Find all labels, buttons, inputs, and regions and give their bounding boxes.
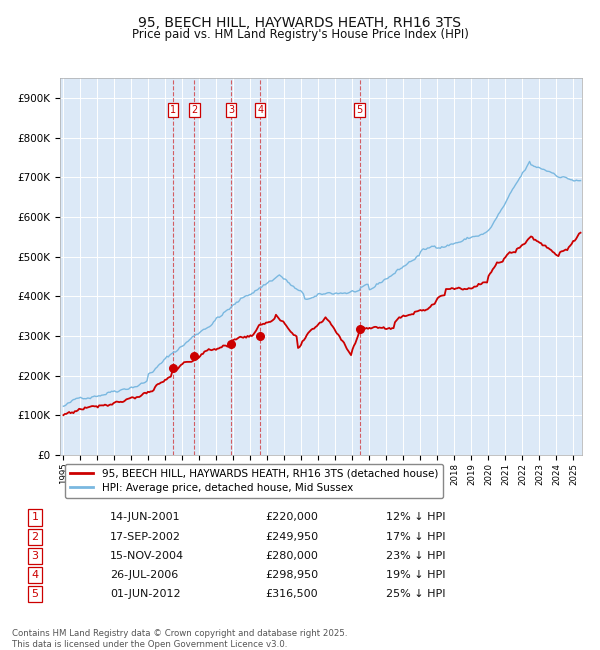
Text: 3: 3	[228, 105, 234, 115]
Text: 26-JUL-2006: 26-JUL-2006	[110, 570, 178, 580]
Text: 1: 1	[32, 512, 38, 523]
Text: 4: 4	[257, 105, 263, 115]
Text: 01-JUN-2012: 01-JUN-2012	[110, 590, 181, 599]
Text: 5: 5	[32, 590, 38, 599]
Text: 4: 4	[31, 570, 38, 580]
Text: 2: 2	[191, 105, 197, 115]
Text: 12% ↓ HPI: 12% ↓ HPI	[386, 512, 446, 523]
Text: 95, BEECH HILL, HAYWARDS HEATH, RH16 3TS: 95, BEECH HILL, HAYWARDS HEATH, RH16 3TS	[139, 16, 461, 31]
Text: 23% ↓ HPI: 23% ↓ HPI	[386, 551, 446, 561]
Text: 3: 3	[32, 551, 38, 561]
Text: 19% ↓ HPI: 19% ↓ HPI	[386, 570, 446, 580]
Text: 15-NOV-2004: 15-NOV-2004	[110, 551, 184, 561]
Text: £316,500: £316,500	[265, 590, 318, 599]
Text: 17-SEP-2002: 17-SEP-2002	[110, 532, 181, 541]
Text: Price paid vs. HM Land Registry's House Price Index (HPI): Price paid vs. HM Land Registry's House …	[131, 28, 469, 41]
Legend: 95, BEECH HILL, HAYWARDS HEATH, RH16 3TS (detached house), HPI: Average price, d: 95, BEECH HILL, HAYWARDS HEATH, RH16 3TS…	[65, 463, 443, 499]
Text: 14-JUN-2001: 14-JUN-2001	[110, 512, 181, 523]
Text: £298,950: £298,950	[265, 570, 319, 580]
Text: 5: 5	[356, 105, 363, 115]
Text: £249,950: £249,950	[265, 532, 319, 541]
Text: 17% ↓ HPI: 17% ↓ HPI	[386, 532, 446, 541]
Text: 1: 1	[170, 105, 176, 115]
Text: £280,000: £280,000	[265, 551, 319, 561]
Text: Contains HM Land Registry data © Crown copyright and database right 2025.
This d: Contains HM Land Registry data © Crown c…	[12, 629, 347, 649]
Text: 2: 2	[31, 532, 38, 541]
Text: 25% ↓ HPI: 25% ↓ HPI	[386, 590, 446, 599]
Text: £220,000: £220,000	[265, 512, 319, 523]
